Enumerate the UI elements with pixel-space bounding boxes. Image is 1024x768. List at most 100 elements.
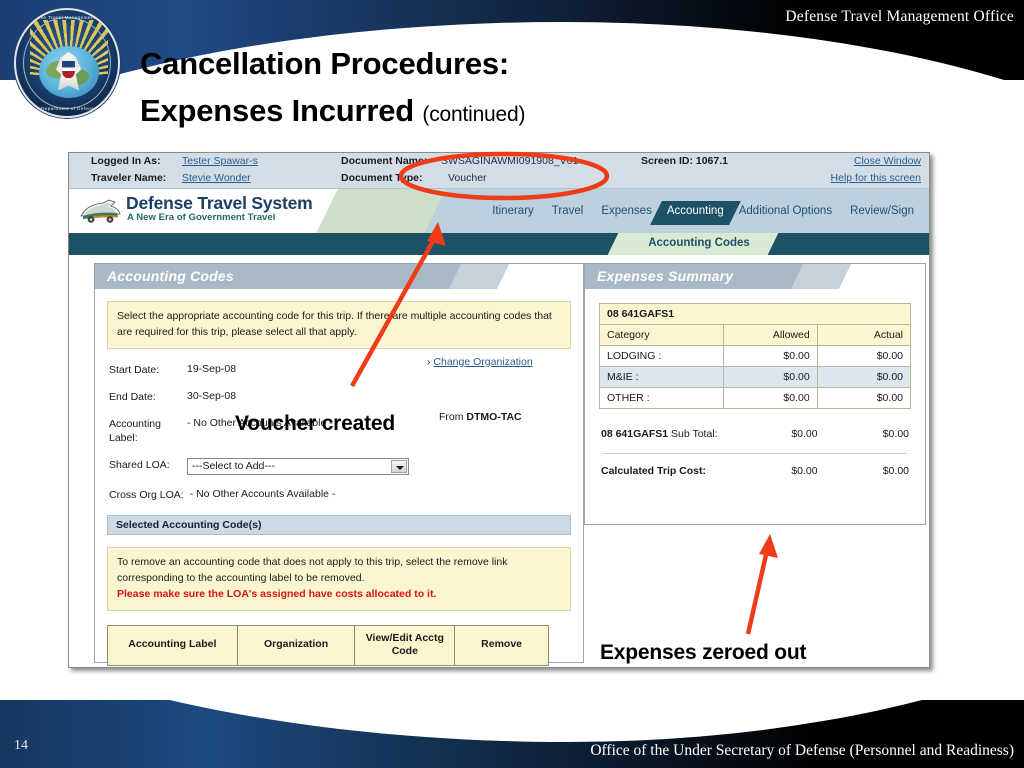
nav-item-accounting[interactable]: Accounting [649,201,741,225]
field-row-shared-loa: Shared LOA: ---Select to Add--- [109,458,583,476]
dts-brand-name: Defense Travel System [126,193,313,213]
from-organization-value: DTMO-TAC [466,410,522,423]
shared-loa-label: Shared LOA: [109,459,170,472]
expenses-code-row: 08 641GAFS1 [599,303,911,325]
slide-title-continued: (continued) [422,103,526,127]
column-actual: Actual [816,324,912,346]
cross-org-loa-value: - No Other Accounts Available - [189,488,336,501]
panel-header-diagonal-notch [496,264,583,289]
annotation-expenses-zeroed-out: Expenses zeroed out [600,641,807,664]
seal-text-top: Defense Travel Management Office [26,15,112,20]
help-for-this-screen-link[interactable]: Help for this screen [830,172,921,184]
document-type-value: Voucher [448,172,487,184]
nav-item-itinerary[interactable]: Itinerary [492,205,534,217]
document-info-strip: Logged In As: Tester Spawar-s Document N… [69,153,929,189]
table-header-row: Accounting Label Organization View/Edit … [107,624,549,666]
dod-seal-logo: Defense Travel Management Office Departm… [14,8,120,118]
calculated-trip-cost-row: Calculated Trip Cost: $0.00 $0.00 [601,460,909,482]
accounting-instructions-note: Select the appropriate accounting code f… [107,301,571,349]
start-date-value: 19-Sep-08 [187,362,237,375]
remove-code-note: To remove an accounting code that does n… [107,547,571,611]
organization-banner-title: Defense Travel Management Office [785,8,1014,25]
calculated-trip-cost-actual: $0.00 [882,465,909,478]
table-row: LODGING : $0.00 $0.00 [598,345,912,367]
end-date-value: 30-Sep-08 [187,389,237,402]
chevron-down-icon[interactable] [391,460,407,474]
info-row-1: Logged In As: Tester Spawar-s Document N… [69,155,929,172]
expenses-summary-body: 08 641GAFS1 Category Allowed Actual LODG… [585,289,925,482]
slide-top-banner: Defense Travel Management Office [0,0,1024,80]
nav-item-additional-options[interactable]: Additional Options [738,205,833,217]
subtotal-label: 08 641GAFS1 Sub Total: [601,427,726,441]
dts-travel-logo-icon [80,199,121,223]
accounting-fields-group: Start Date: 19-Sep-08 End Date: 30-Sep-0… [109,356,583,503]
dts-brand-tagline: A New Era of Government Travel [127,212,276,223]
table-row: OTHER : $0.00 $0.00 [598,387,912,409]
row-other-category: OTHER : [598,387,725,409]
column-view-edit-acctg-code: View/Edit Acctg Code [354,624,456,666]
slide-title-line-2: Expenses Incurred [140,93,414,129]
nav-item-expenses[interactable]: Expenses [601,205,652,217]
calculated-trip-cost-label: Calculated Trip Cost: [601,465,707,478]
row-mie-category: M&IE : [598,366,725,388]
brand-and-nav-band: Defense Travel System A New Era of Gover… [69,189,929,233]
traveler-name-label: Traveler Name: [91,172,167,184]
nav-item-review-sign[interactable]: Review/Sign [850,205,914,217]
annotation-voucher-created: Voucher created [235,412,396,435]
shared-loa-selected-value: ---Select to Add--- [192,460,275,473]
close-window-link[interactable]: Close Window [853,155,921,167]
shared-loa-select[interactable]: ---Select to Add--- [187,458,409,476]
bottom-swoosh-decoration [0,700,1024,742]
row-lodging-category: LODGING : [598,345,725,367]
field-row-cross-org-loa: Cross Org LOA: - No Other Accounts Avail… [109,488,583,502]
totals-divider [603,453,907,455]
document-name-value: SWSAGINAWMI091908_V01 [441,155,579,167]
calculated-trip-cost-allowed: $0.00 [791,465,818,478]
row-lodging-actual: $0.00 [816,345,912,367]
expenses-summary-panel-header: Expenses Summary [585,264,925,289]
end-date-label: End Date: [109,390,156,403]
nav-item-accounting-label: Accounting [666,205,724,217]
column-organization: Organization [236,624,356,666]
nav-item-travel[interactable]: Travel [551,205,584,217]
row-mie-allowed: $0.00 [723,366,818,388]
slide-footer-text: Office of the Under Secretary of Defense… [590,742,1014,759]
accounting-codes-panel-header: Accounting Codes [95,264,583,289]
start-date-label: Start Date: [109,363,160,376]
from-label: From [439,410,464,423]
selected-accounting-codes-subheader: Selected Accounting Code(s) [107,515,571,536]
change-organization-block: › Change Organization [427,355,533,368]
expenses-code-label: 08 641GAFS1 [599,303,911,325]
remove-code-note-warning: Please make sure the LOA's assigned have… [117,587,437,600]
document-name-label: Document Name: [341,155,428,167]
selected-accounting-codes-table: Accounting Label Organization View/Edit … [107,624,549,666]
slide-bottom-banner: 14 Office of the Under Secretary of Defe… [0,700,1024,768]
slide-page-number: 14 [14,738,28,753]
slide-title-line-1: Cancellation Procedures: [140,46,510,81]
expenses-column-header-row: Category Allowed Actual [598,324,912,346]
logged-in-as-value-link[interactable]: Tester Spawar-s [182,155,258,167]
from-organization-block: From DTMO-TAC [439,411,522,423]
table-row: M&IE : $0.00 $0.00 [598,366,912,388]
screen-id-label: Screen ID: 1067.1 [641,155,728,167]
subtotal-actual: $0.00 [882,428,909,441]
accounting-instructions-text: Select the appropriate accounting code f… [117,310,552,338]
subtotal-row: 08 641GAFS1 Sub Total: $0.00 $0.00 [601,423,909,445]
traveler-name-value-link[interactable]: Stevie Wonder [182,172,251,184]
cross-org-loa-label: Cross Org LOA: [109,489,184,502]
info-row-2: Traveler Name: Stevie Wonder Document Ty… [69,172,929,189]
accounting-codes-header-text: Accounting Codes [107,268,234,284]
row-other-allowed: $0.00 [723,387,818,409]
expenses-totals-block: 08 641GAFS1 Sub Total: $0.00 $0.00 Calcu… [601,423,909,482]
field-row-accounting-label: Accounting Label: - No Other Accounts Av… [109,417,583,445]
document-type-label: Document Type: [341,172,423,184]
column-remove: Remove [454,624,549,666]
change-organization-link[interactable]: Change Organization [433,355,533,368]
subtotal-code: 08 641GAFS1 [601,428,669,440]
main-navigation: Itinerary Travel Expenses Accounting Add… [483,201,923,225]
subnav-tab-accounting-codes[interactable]: Accounting Codes [648,237,750,249]
column-accounting-label: Accounting Label [107,624,238,666]
sub-navigation-band: Accounting Codes RETURN TO LIST [69,233,929,255]
column-category: Category [598,324,725,346]
